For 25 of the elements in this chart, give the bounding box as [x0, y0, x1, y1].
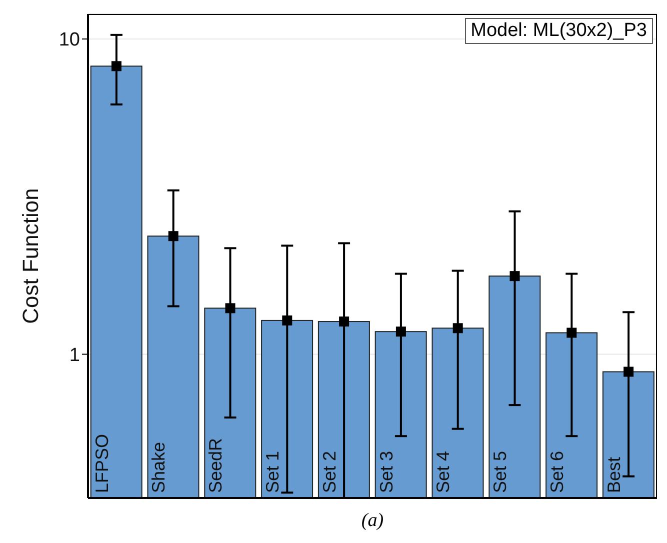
y-tick-label: 10 [58, 30, 80, 51]
x-tick-label: Set 5 [490, 450, 510, 493]
y-tick-label: 1 [69, 344, 80, 366]
point [225, 303, 236, 314]
x-tick-label: Set 6 [547, 450, 568, 493]
x-tick-label: SeedR [206, 438, 226, 493]
point [282, 315, 292, 326]
point [452, 323, 463, 334]
x-tick-label: Shake [148, 442, 169, 493]
annotation: Model: ML(30x2)_P3 [464, 18, 653, 44]
x-tick-label: Set 4 [433, 450, 454, 493]
point [339, 316, 350, 327]
text: (a) [360, 510, 385, 532]
point [168, 231, 178, 242]
x-tick-label: Set 1 [262, 450, 283, 493]
point [396, 326, 406, 337]
point [624, 366, 634, 377]
x-tick-label: Set 2 [319, 450, 340, 493]
point [111, 61, 122, 72]
point [566, 328, 577, 338]
x-tick-label: LFPSO [92, 434, 112, 493]
x-tick-label: Set 3 [376, 450, 396, 493]
point [510, 271, 520, 282]
y-axis-title: Cost Function [18, 188, 43, 324]
x-tick-label: Best [604, 456, 624, 493]
